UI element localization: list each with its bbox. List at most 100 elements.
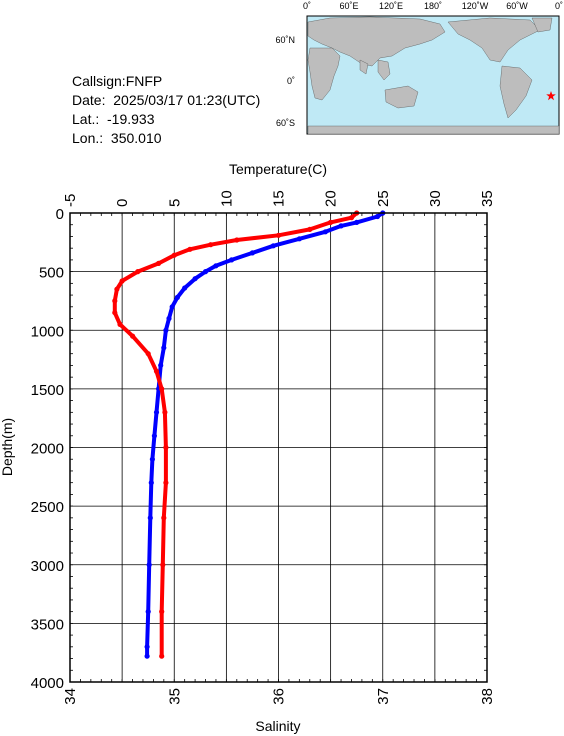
temperature-data-point <box>192 276 198 282</box>
temperature-data-point <box>229 257 235 263</box>
depth-tick-label: 1500 <box>31 382 64 399</box>
salinity-data-point <box>162 409 168 415</box>
chart-series <box>112 210 386 659</box>
temperature-data-point <box>145 609 151 615</box>
salinity-data-point <box>159 386 165 392</box>
salinity-data-point <box>159 609 165 615</box>
temperature-data-point <box>338 223 344 229</box>
temperature-data-point <box>296 236 302 242</box>
temperature-data-point <box>149 456 155 462</box>
temperature-data-point <box>374 213 381 220</box>
depth-tick-label: 1000 <box>31 323 64 340</box>
map-latitude-label: 60˚N <box>275 35 295 45</box>
temperature-data-point <box>144 644 150 650</box>
station-info: Callsign:FNFP Date: 2025/03/17 01:23(UTC… <box>72 72 260 148</box>
salinity-data-point <box>117 321 123 327</box>
depth-tick-label: 2500 <box>31 499 64 516</box>
map-latitude-label: 0˚ <box>287 76 295 86</box>
salinity-data-point <box>275 232 282 238</box>
longitude-text: Lon.: 350.010 <box>72 130 162 146</box>
temperature-data-point <box>158 362 164 368</box>
salinity-data-point <box>119 278 125 284</box>
temperature-data-point <box>148 480 154 486</box>
salinity-data-point <box>135 269 141 275</box>
salinity-data-point <box>328 219 334 225</box>
salinity-data-point <box>160 562 166 568</box>
plot-frame <box>69 212 488 683</box>
temperature-data-point <box>151 433 157 439</box>
salinity-tick-label: 35 <box>166 688 183 705</box>
temperature-tick-label: -5 <box>62 194 79 207</box>
temperature-profile-line <box>145 211 385 659</box>
map-latitude-label: 60˚S <box>276 118 295 128</box>
map-longitude-label: 0˚ <box>555 1 563 11</box>
map-longitude-label: 0˚ <box>303 1 311 11</box>
temperature-data-point <box>202 269 209 275</box>
salinity-data-point <box>153 368 160 374</box>
depth-tick-label: 4000 <box>31 675 64 692</box>
callsign-text: Callsign:FNFP <box>72 73 163 89</box>
date-text: Date: 2025/03/17 01:23(UTC) <box>72 92 261 108</box>
temperature-data-point <box>169 304 175 310</box>
salinity-axis-label: Salinity <box>255 718 300 734</box>
salinity-data-point <box>159 653 165 659</box>
salinity-data-point <box>163 444 169 451</box>
temperature-data-point <box>144 653 150 659</box>
map-land <box>307 16 560 135</box>
depth-tick-label: 3500 <box>31 616 64 633</box>
salinity-data-point <box>187 246 193 252</box>
salinity-data-point <box>171 252 177 258</box>
chart-grid <box>69 212 488 683</box>
temperature-tick-label: 25 <box>375 190 392 207</box>
temperature-tick-label: 15 <box>271 190 288 207</box>
temperature-data-point <box>322 229 328 235</box>
temperature-tick-label: 10 <box>218 190 235 207</box>
depth-tick-label: 3000 <box>31 558 64 575</box>
salinity-data-point <box>161 515 167 521</box>
map-longitude-label: 180˚ <box>424 1 442 11</box>
salinity-data-point <box>234 237 240 243</box>
salinity-tick-label: 36 <box>271 688 288 705</box>
temperature-data-point <box>213 263 219 269</box>
salinity-data-point <box>112 298 118 304</box>
temperature-data-point <box>182 285 188 291</box>
map-longitude-label: 120˚W <box>462 1 489 11</box>
salinity-tick-label: 38 <box>479 688 496 705</box>
temperature-data-point <box>163 327 169 333</box>
salinity-profile-line <box>112 211 359 659</box>
temperature-data-point <box>166 315 172 322</box>
temperature-data-point <box>147 515 153 521</box>
salinity-data-point <box>307 226 313 232</box>
map-top-labels: 0˚ 60˚E 120˚E 180˚ 120˚W 60˚W 0˚ <box>303 1 563 11</box>
map-longitude-label: 60˚W <box>506 1 528 11</box>
temperature-data-point <box>146 562 152 568</box>
temperature-data-point <box>153 409 160 415</box>
depth-tick-label: 0 <box>56 206 64 223</box>
salinity-data-point <box>163 480 169 486</box>
station-marker-icon <box>546 91 556 101</box>
temperature-data-point <box>161 345 167 351</box>
temperature-data-point <box>249 250 255 256</box>
salinity-data-point <box>112 310 118 316</box>
salinity-data-point <box>130 333 136 339</box>
map-left-labels: 60˚N 0˚ 60˚S <box>275 35 295 128</box>
salinity-data-point <box>348 215 355 221</box>
temperature-tick-label: 0 <box>114 199 131 207</box>
salinity-tick-label: 37 <box>375 688 392 705</box>
depth-axis-label: Depth(m) <box>0 418 15 476</box>
temperature-tick-label: 35 <box>479 190 496 207</box>
temperature-data-point <box>354 219 360 225</box>
salinity-data-point <box>156 260 162 266</box>
map-longitude-label: 120˚E <box>379 1 403 11</box>
salinity-tick-label: 34 <box>62 688 79 705</box>
temperature-tick-label: 20 <box>323 190 340 207</box>
temperature-axis-label: Temperature(C) <box>229 161 327 177</box>
map-longitude-label: 60˚E <box>339 1 358 11</box>
depth-tick-label: 2000 <box>31 441 64 458</box>
depth-tick-label: 500 <box>39 265 64 282</box>
salinity-data-point <box>114 286 120 292</box>
salinity-data-point <box>208 242 214 248</box>
